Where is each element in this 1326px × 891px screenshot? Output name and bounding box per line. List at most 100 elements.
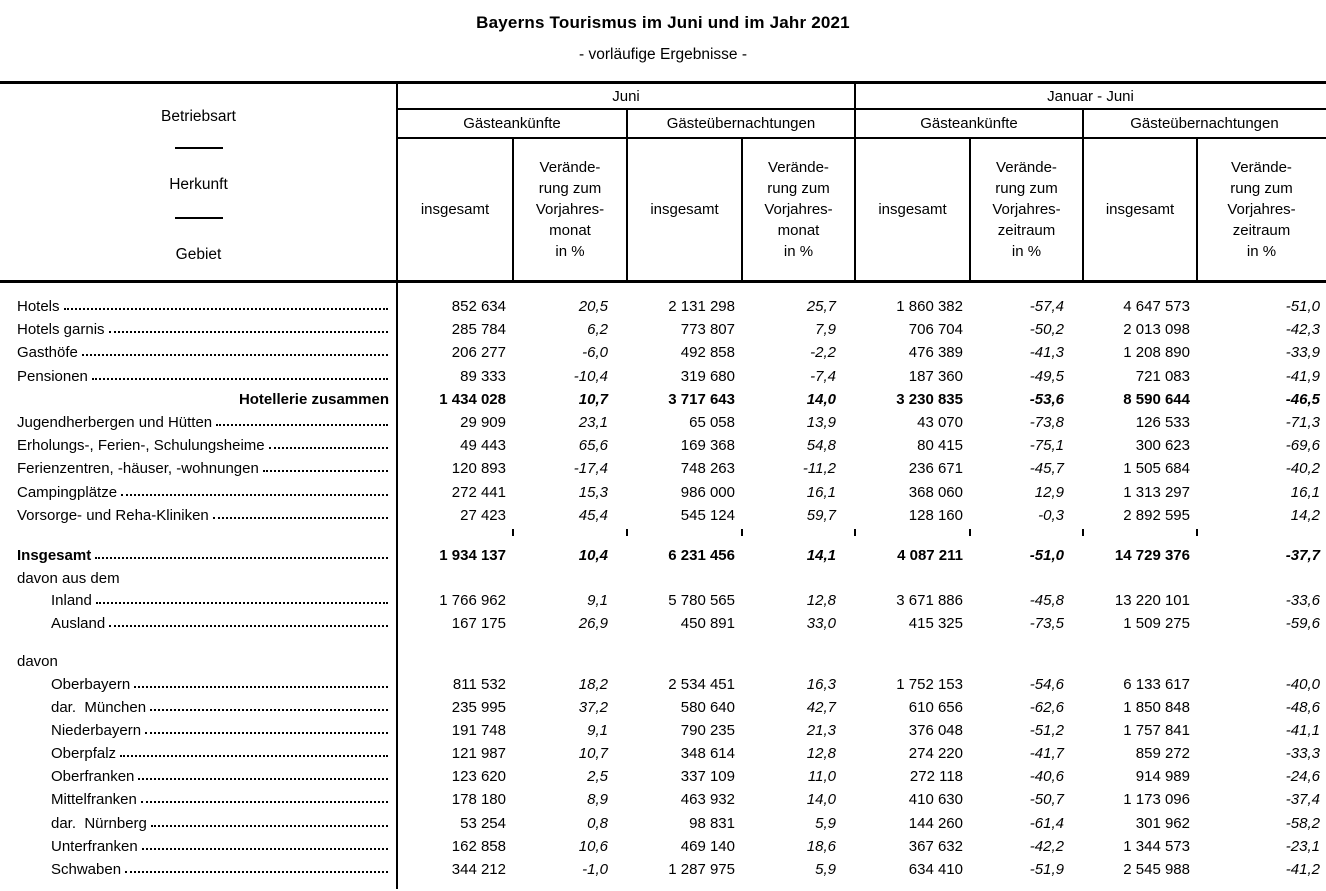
cell-change-percent: -41,2 <box>1285 861 1320 879</box>
cell-change-percent: -73,5 <box>1029 615 1064 633</box>
measure-insgesamt: insgesamt <box>1105 201 1175 218</box>
cell-total: 410 630 <box>908 791 963 809</box>
cell-total: 1 860 382 <box>896 298 963 316</box>
cell-change-percent: 8,9 <box>587 791 608 809</box>
cell-change-percent: -51,9 <box>1029 861 1064 879</box>
row-label: davon <box>17 652 58 670</box>
row-label: Schwaben <box>51 861 122 879</box>
cell-change-percent: 16,3 <box>806 675 836 693</box>
row-label-cell: Niederbayern <box>0 722 397 739</box>
cell-change-percent: 59,7 <box>806 506 836 524</box>
cell-change-percent: 12,9 <box>1034 483 1064 501</box>
cell-change-percent: -62,6 <box>1029 698 1064 716</box>
cell-change-percent: -50,7 <box>1029 791 1064 809</box>
dot-leader <box>108 331 388 334</box>
table-row: Oberfranken 123 620 2,5 337 109 11,0 272 118 -… <box>0 765 1326 788</box>
row-label-cell: davon <box>0 653 397 670</box>
cell-total: 120 893 <box>451 460 506 478</box>
table-row: Mittelfranken 178 180 8,9 463 932 14,0 410 63… <box>0 788 1326 811</box>
row-label-cell: Pensionen <box>0 368 397 385</box>
table-row: Ausland 167 175 26,9 450 891 33,0 415 325 -73,… <box>0 612 1326 635</box>
cell-change-percent: 11,0 <box>807 768 836 786</box>
cell-total: 65 058 <box>689 414 735 432</box>
cell-change-percent: -49,5 <box>1029 367 1064 385</box>
table-row: Inland 1 766 962 9,1 5 780 565 12,8 3 671 886… <box>0 589 1326 612</box>
row-label-cell: davon aus dem <box>0 570 397 587</box>
dot-leader <box>138 778 388 781</box>
cell-change-percent: -11,2 <box>802 460 836 478</box>
cell-total: 1 208 890 <box>1123 344 1190 362</box>
cell-total: 1 757 841 <box>1123 721 1190 739</box>
cell-change-percent: 14,0 <box>806 791 836 809</box>
table-row: Hotels 852 634 20,5 2 131 298 25,7 1 860 382 -… <box>0 295 1326 318</box>
cell-change-percent: -46,5 <box>1285 390 1320 408</box>
table-row: Vorsorge- und Reha-Kliniken 27 423 45,4 545… <box>0 504 1326 527</box>
cell-change-percent: 9,1 <box>587 721 608 739</box>
table-row: Erholungs-, Ferien-, Schulungsheime 49 44… <box>0 434 1326 457</box>
dot-leader <box>63 308 388 311</box>
cell-change-percent: 54,8 <box>806 437 836 455</box>
cell-total: 367 632 <box>908 837 963 855</box>
cell-change-percent: -61,4 <box>1029 814 1064 832</box>
cell-total: 4 647 573 <box>1123 298 1190 316</box>
cell-total: 121 987 <box>451 745 506 763</box>
cell-change-percent: -41,3 <box>1029 344 1064 362</box>
column-tick <box>969 528 971 536</box>
cell-total: 206 277 <box>451 344 506 362</box>
cell-change-percent: -6,0 <box>582 344 608 362</box>
cell-total: 2 131 298 <box>668 298 735 316</box>
row-label: Oberbayern <box>51 675 131 693</box>
cell-total: 272 118 <box>909 768 963 786</box>
cell-total: 476 389 <box>908 344 963 362</box>
cell-change-percent: -51,2 <box>1029 721 1064 739</box>
row-label-cell: Campingplätze <box>0 484 397 501</box>
cell-total: 1 766 962 <box>439 592 506 610</box>
stub-divider-dash <box>174 217 223 219</box>
cell-total: 1 287 975 <box>668 861 735 879</box>
column-group-juni: Juni <box>397 84 855 110</box>
cell-total: 14 729 376 <box>1114 546 1190 564</box>
table-row: Insgesamt 1 934 137 10,4 6 231 456 14,1 4 087… <box>0 544 1326 567</box>
cell-change-percent: 18,6 <box>806 837 836 855</box>
cell-total: 300 623 <box>1135 437 1190 455</box>
dot-leader <box>120 755 388 758</box>
cell-total: 2 545 988 <box>1123 861 1190 879</box>
cell-change-percent: 14,0 <box>806 390 836 408</box>
column-tick <box>626 528 628 536</box>
cell-change-percent: -37,4 <box>1285 791 1320 809</box>
cell-total: 1 344 573 <box>1123 837 1190 855</box>
cell-change-percent: -73,8 <box>1029 414 1064 432</box>
row-label-cell: Hotels garnis <box>0 321 397 338</box>
cell-total: 706 704 <box>908 321 963 339</box>
cell-change-percent: -59,6 <box>1285 615 1320 633</box>
table-header: Betriebsart Herkunft Gebiet Juni Januar … <box>0 81 1326 283</box>
measure-insgesamt: insgesamt <box>420 201 490 218</box>
cell-total: 1 434 028 <box>439 390 506 408</box>
cell-change-percent: -71,3 <box>1285 414 1320 432</box>
cell-change-percent: -33,3 <box>1285 745 1320 763</box>
row-label-cell: Gasthöfe <box>0 344 397 361</box>
cell-total: 376 048 <box>908 721 963 739</box>
row-label: Erholungs-, Ferien-, Schulungsheime <box>17 437 265 455</box>
row-label: Ferienzentren, -häuser, -wohnungen <box>17 460 259 478</box>
stub-label-gebiet: Gebiet <box>175 246 222 263</box>
cell-change-percent: 18,2 <box>578 675 608 693</box>
cell-change-percent: -40,2 <box>1285 460 1320 478</box>
table-row: Hotels garnis 285 784 6,2 773 807 7,9 706 704… <box>0 318 1326 341</box>
stub-label-herkunft: Herkunft <box>169 176 228 193</box>
row-label: Oberpfalz <box>51 745 117 763</box>
row-label-cell: Mittelfranken <box>0 791 397 808</box>
dot-leader <box>91 377 388 380</box>
cell-change-percent: -40,0 <box>1285 675 1320 693</box>
header-separator <box>969 139 971 280</box>
row-label: dar. Nürnberg <box>51 814 147 832</box>
cell-change-percent: 45,4 <box>578 506 608 524</box>
cell-total: 29 909 <box>460 414 506 432</box>
cell-change-percent: 13,9 <box>806 414 836 432</box>
dot-leader <box>134 685 388 688</box>
cell-change-percent: 26,9 <box>578 615 608 633</box>
cell-total: 344 212 <box>451 861 506 879</box>
cell-total: 53 254 <box>460 814 506 832</box>
cell-change-percent: 23,1 <box>578 414 608 432</box>
cell-total: 2 534 451 <box>668 675 735 693</box>
